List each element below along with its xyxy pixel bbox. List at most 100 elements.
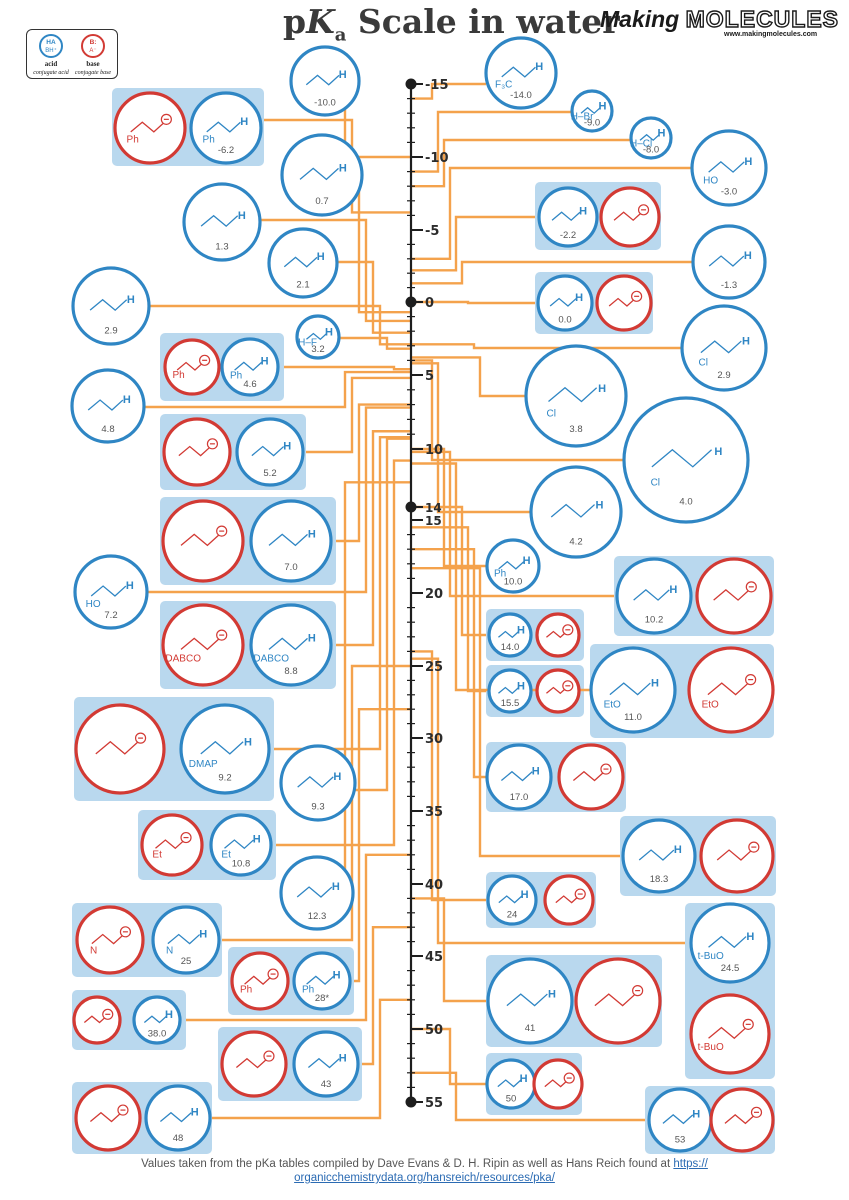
connector-left: [260, 218, 411, 323]
connector-right: [411, 166, 692, 260]
molecule-skeleton: [651, 448, 713, 468]
pka-value-label: -9.0: [584, 117, 600, 128]
pka-value-label: 0.0: [558, 314, 571, 325]
pka-value-label: -10.0: [314, 97, 336, 108]
acidic-proton-label: H: [127, 294, 135, 306]
axis-tick-label: 15: [425, 514, 442, 528]
axis-tick-label: 40: [425, 878, 443, 893]
molecule-skeleton: [167, 933, 201, 945]
acidic-proton-label: H: [669, 584, 677, 596]
footer: Values taken from the pKa tables compile…: [0, 1157, 849, 1185]
pka-value-label: -6.2: [218, 145, 234, 156]
molecule-group-label: DMAP: [189, 759, 218, 770]
compounds-layer: H-10.0Ph PhH-6.2H0.7H1.3H2.1H2.9H–FH3.2Ph…: [70, 36, 775, 1153]
molecule-skeleton: [700, 340, 742, 354]
molecule-group-label: Ph: [127, 134, 139, 145]
acidic-proton-label: H: [333, 970, 341, 982]
molecule-skeleton: [497, 1079, 522, 1088]
molecule-skeleton: [498, 895, 523, 904]
molecule-skeleton: [306, 975, 334, 985]
axis-tick-label: -10: [425, 151, 449, 166]
pka-value-label: 24: [507, 909, 518, 920]
pka-value-label: 3.8: [569, 424, 582, 435]
axis-tick-label: 35: [425, 805, 443, 820]
molecule-group-label: Ph: [173, 370, 185, 381]
molecule-skeleton: [501, 66, 536, 78]
molecule-skeleton: [608, 297, 636, 307]
pka-value-label: 50: [506, 1093, 517, 1104]
connector-right: [411, 215, 535, 272]
pka-value-label: 10.0: [504, 577, 523, 588]
molecule-skeleton: [708, 935, 747, 949]
legend-acid-sym2: BH⁺: [45, 47, 57, 54]
molecule-skeleton: [178, 445, 212, 457]
molecule-group-label: t-BuO: [698, 1042, 724, 1053]
brand-making: Making: [600, 6, 680, 32]
acidic-proton-label: H: [308, 529, 316, 541]
molecule-group-label: Cl: [698, 357, 707, 368]
connector-left: [284, 365, 411, 371]
connector-right: [411, 300, 535, 305]
title-rest: Scale in water: [346, 2, 620, 41]
molecule-group-label: N: [166, 946, 173, 957]
axis-tick-label: 10: [425, 443, 443, 458]
pka-value-label: 4.6: [243, 379, 256, 390]
axis-tick-label: 5: [425, 369, 434, 384]
pka-value-label: 10.8: [232, 859, 251, 870]
brand-logo: Making MOLECULES: [600, 5, 839, 33]
pka-value-label: 38.0: [148, 1029, 167, 1040]
footer-link-1[interactable]: https://: [673, 1158, 708, 1170]
acidic-proton-label: H: [126, 580, 134, 592]
molecule-skeleton: [95, 740, 139, 755]
acidic-proton-label: H: [548, 989, 556, 1001]
acidic-proton-label: H: [165, 1009, 173, 1021]
molecule-skeleton: [638, 849, 675, 861]
pka-value-label: 8.8: [284, 666, 297, 677]
pka-value-label: 4.0: [679, 497, 692, 508]
legend-base-label: base: [86, 60, 99, 68]
pka-value-label: 3.2: [311, 344, 324, 355]
axis-tick-label: 45: [425, 950, 443, 965]
acidic-proton-label: H: [283, 440, 291, 452]
molecule-skeleton: [143, 1015, 167, 1024]
molecule-group-label: Et: [152, 849, 162, 860]
acidic-proton-label: H: [240, 116, 248, 128]
acidic-proton-label: H: [598, 100, 606, 112]
acidic-proton-label: H: [325, 326, 333, 338]
pka-value-label: 41: [525, 1023, 536, 1034]
molecule-skeleton: [90, 585, 127, 597]
connector-left: [336, 403, 411, 543]
pka-value-label: 4.8: [101, 424, 114, 435]
acidic-proton-label: H: [744, 156, 752, 168]
acidic-proton-label: H: [742, 336, 750, 348]
pka-value-label: 2.9: [717, 370, 730, 381]
acidic-proton-label: H: [253, 834, 261, 846]
molecule-skeleton: [91, 933, 125, 945]
legend-box: HA BH⁺ B: A⁻ acid conjugate acid base co…: [26, 29, 118, 79]
acidic-proton-label: H: [746, 931, 754, 943]
molecule-skeleton: [498, 630, 520, 639]
footer-link-2[interactable]: organicchemistrydata.org/hansreich/resou…: [294, 1172, 555, 1184]
axis-tick-label: 30: [425, 732, 443, 747]
axis-tick-label: -5: [425, 224, 439, 239]
pka-value-label: 0.7: [315, 196, 328, 207]
pka-value-label: 2.1: [296, 279, 309, 290]
molecule-skeleton: [155, 839, 185, 850]
brand-url: www.makingmolecules.com: [724, 31, 818, 38]
connector-right: [411, 897, 486, 1003]
acidic-proton-label: H: [674, 844, 682, 856]
acidic-proton-label: H: [199, 928, 207, 940]
connector-right: [411, 82, 486, 100]
acidic-proton-label: H: [535, 61, 543, 73]
molecule-skeleton: [89, 298, 128, 312]
molecule-group-label: t-BuO: [698, 951, 724, 962]
connector-left: [212, 998, 411, 1120]
acidic-proton-label: H: [261, 356, 269, 368]
molecule-skeleton: [555, 895, 580, 904]
molecule-skeleton: [180, 637, 220, 651]
molecule-skeleton: [498, 560, 525, 570]
molecule-group-label: EtO: [604, 699, 621, 710]
pka-value-label: 17.0: [510, 792, 529, 803]
connector-right: [411, 566, 620, 858]
